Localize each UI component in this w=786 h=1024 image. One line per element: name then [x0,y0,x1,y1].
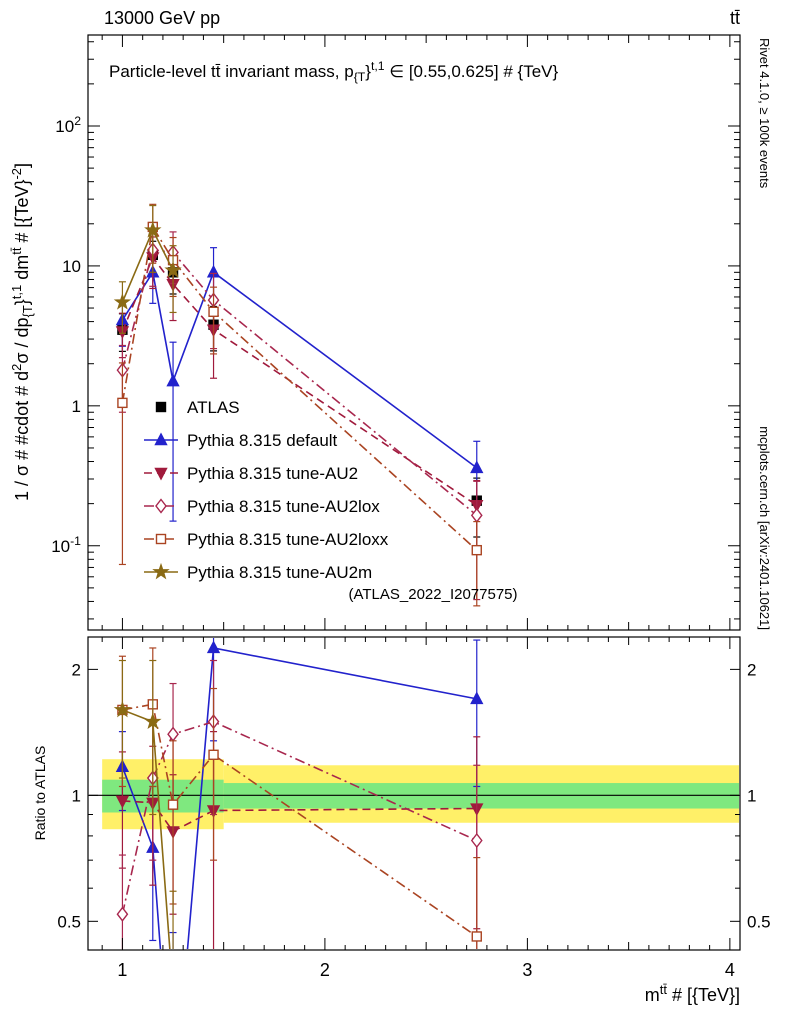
mcplots-credit: mcplots.cern.ch [arXiv:2401.10621] [757,426,772,630]
collision-energy-label: 13000 GeV pp [104,8,220,28]
legend-item: Pythia 8.315 tune-AU2lox [144,497,380,516]
legend-label: Pythia 8.315 tune-AU2m [187,563,372,582]
triangle-up-marker [470,460,484,474]
x-tick-label: 1 [117,960,127,980]
x-axis-title: mtt̄ # [{TeV}] [645,982,740,1005]
square-marker [155,533,167,545]
diamond-marker [116,906,129,922]
ratio-tick-label-left: 1 [72,786,81,805]
star-marker [144,712,162,729]
legend-item: Pythia 8.315 default [144,431,338,450]
triangle-down-marker [154,467,168,481]
square-marker [208,306,219,317]
ratio-tick-label-right: 0.5 [747,912,771,931]
triangle-up-marker [166,373,180,387]
axis-tick-labels: 1 2 3 4 10-1 1 10 102 0.5 0.5 1 1 2 2 [51,114,770,980]
x-tick-label: 3 [522,960,532,980]
square-marker [471,931,482,942]
triangle-up-marker [206,640,221,654]
main-panel: Particle-level tt̄ invariant mass, p{T}t… [87,34,741,631]
watermark-analysis-id: (ATLAS_2022_I2077575) [348,586,517,603]
ratio-tick-label-left: 0.5 [57,912,81,931]
ratio-tick-label-left: 2 [72,660,81,679]
legend-item: ATLAS [155,398,240,417]
ratio-y-axis-title: Ratio to ATLAS [32,746,48,841]
star-marker [164,261,182,278]
legend-label: ATLAS [187,398,240,417]
ratio-plot-frame [87,636,741,951]
square-marker [471,544,482,556]
star-marker [113,700,132,718]
ratio-uncertainty-bands [102,759,739,830]
legend-item: Pythia 8.315 tune-AU2 [144,464,358,483]
plot-title: Particle-level tt̄ invariant mass, p{T}t… [109,59,558,84]
diamond-marker [470,507,483,523]
legend: ATLAS Pythia 8.315 default Pythia 8.315 tu… [144,398,389,582]
legend-label: Pythia 8.315 tune-AU2loxx [187,530,389,549]
ratio-series-layer [89,638,739,949]
series-line [121,228,174,303]
y-axis-title: 1 / σ # #cdot # d2σ / dp{T}t,1 dmtt̄ # [… [9,163,35,501]
x-tick-label: 2 [320,960,330,980]
ratio-line [122,703,478,938]
legend-item: Pythia 8.315 tune-AU2loxx [144,530,389,549]
x-tick-label: 4 [725,960,735,980]
ratio-line [121,647,477,949]
y-tick-label: 10 [62,257,81,276]
legend-label: Pythia 8.315 tune-AU2lox [187,497,380,516]
legend-label: Pythia 8.315 tune-AU2 [187,464,358,483]
star-marker [144,221,162,238]
legend-item: Pythia 8.315 tune-AU2m [144,562,372,582]
main-series-layer [113,203,484,607]
diamond-marker [167,726,179,742]
series-line [121,224,478,551]
square-marker [117,397,128,409]
square-marker [155,401,167,413]
legend-label: Pythia 8.315 default [187,431,338,450]
process-label: tt̄ [730,8,740,28]
ratio-panel [87,636,741,951]
ratio-tick-label-right: 2 [747,660,756,679]
rivet-version-note: Rivet 4.1.0, ≥ 100k events [757,38,772,189]
star-marker [152,562,170,580]
axis-ticks [88,35,740,950]
main-plot-frame [87,34,741,631]
triangle-down-marker [115,795,130,809]
diamond-marker [155,498,167,514]
ratio-tick-label-right: 1 [747,786,756,805]
y-tick-label: 1 [72,397,81,416]
square-marker [208,749,219,760]
y-tick-label: 10-1 [51,534,81,556]
square-marker [167,799,179,810]
diamond-marker [470,832,483,849]
star-marker [113,293,132,310]
y-tick-label: 102 [55,114,81,136]
triangle-up-marker [470,691,484,705]
triangle-up-marker [154,432,168,446]
